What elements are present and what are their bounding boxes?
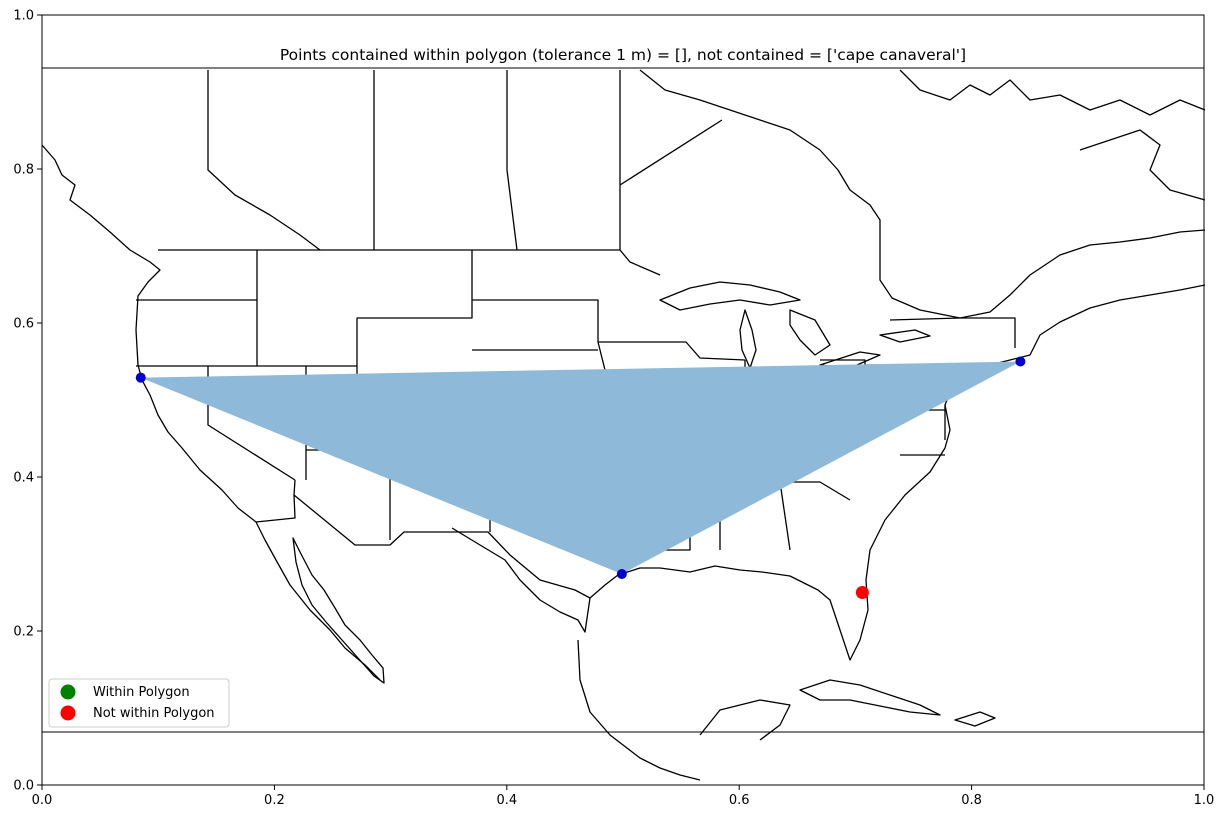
us-mexico-border: [255, 494, 591, 599]
baja-peninsula-line: [292, 537, 385, 684]
x-axis-ticks: 0.0 0.2 0.4 0.6 0.8 1.0: [32, 785, 1215, 808]
chart-title: Points contained within polygon (toleran…: [280, 46, 966, 64]
cuba-line: [799, 679, 941, 716]
lake-ontario-line: [879, 329, 931, 343]
y-axis-ticks: 0.0 0.2 0.4 0.6 0.8 1.0: [13, 9, 42, 794]
legend-label-not-within: Not within Polygon: [93, 706, 215, 721]
legend-marker-not-within: [60, 705, 76, 721]
gulf-coast-line: [451, 527, 869, 661]
y-tick-label-3: 0.6: [13, 317, 34, 332]
labrador-coast-line: [1079, 129, 1206, 201]
legend-marker-within: [60, 684, 76, 700]
west-coast-line: [41, 144, 381, 681]
y-tick-label-0: 0.0: [13, 779, 34, 794]
polygon-area: [140, 361, 1021, 575]
hudson-bay-line: [639, 69, 1206, 319]
x-tick-label-3: 0.6: [729, 793, 750, 808]
arctic-islands-line: [899, 69, 1206, 116]
legend-label-within: Within Polygon: [93, 685, 190, 700]
legend-box: [48, 678, 230, 728]
y-tick-label-2: 0.4: [13, 471, 34, 486]
polygon-vertex-point-1: [1015, 356, 1026, 367]
polygon-vertex-point-2: [616, 569, 627, 580]
x-tick-label-4: 0.8: [961, 793, 982, 808]
series-points-layer: [855, 586, 869, 599]
vertex-points-layer: [135, 356, 1026, 580]
yucatan-line: [699, 699, 791, 741]
polygon-layer: [140, 361, 1021, 575]
lake-superior-line: [659, 281, 801, 311]
us-canada-border: [158, 249, 1016, 348]
x-tick-label-1: 0.2: [264, 793, 285, 808]
legend: Within Polygon Not within Polygon: [48, 678, 230, 728]
x-tick-label-0: 0.0: [32, 793, 53, 808]
series-1-point-0: [855, 586, 869, 599]
x-tick-label-2: 0.4: [496, 793, 517, 808]
polygon-vertex-point-0: [135, 372, 146, 383]
x-tick-label-5: 1.0: [1194, 793, 1215, 808]
y-tick-label-1: 0.2: [13, 625, 34, 640]
province-borders: [207, 70, 723, 251]
mexico-south-line: [577, 639, 701, 781]
lake-huron-line: [789, 309, 831, 356]
y-tick-label-5: 1.0: [13, 9, 34, 24]
axes-frame: [41, 14, 1205, 786]
y-tick-label-4: 0.8: [13, 163, 34, 178]
hispaniola-line: [954, 711, 996, 727]
